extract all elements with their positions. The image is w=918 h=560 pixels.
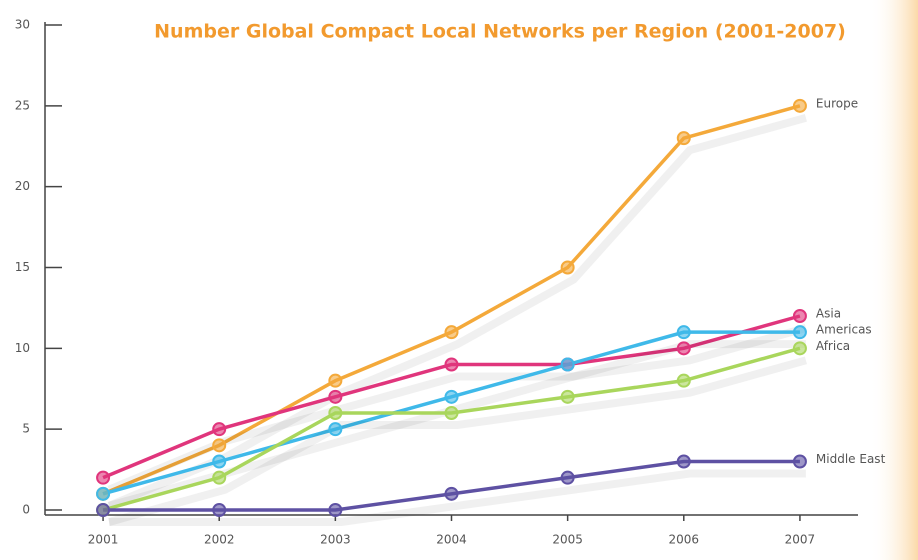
point — [792, 325, 807, 340]
point — [212, 503, 227, 517]
x-tick-label: 2001 — [88, 533, 119, 547]
point — [328, 406, 343, 420]
point — [676, 131, 691, 146]
series-label: Middle East — [816, 452, 886, 466]
point — [444, 325, 459, 340]
x-tick-label: 2004 — [436, 533, 467, 547]
y-tick-label: 25 — [15, 98, 30, 112]
point — [444, 486, 459, 501]
point — [96, 486, 111, 501]
point — [676, 325, 691, 340]
x-tick-label: 2006 — [669, 533, 700, 547]
point — [792, 98, 807, 113]
series-line — [102, 346, 801, 512]
point — [212, 470, 227, 485]
y-tick-label: 10 — [15, 341, 30, 355]
point — [792, 309, 807, 323]
point — [560, 260, 575, 275]
point — [96, 503, 111, 517]
point — [212, 438, 227, 453]
point — [444, 357, 459, 372]
point — [444, 406, 459, 420]
series-label: Asia — [816, 307, 841, 321]
x-tick-label: 2002 — [204, 533, 235, 547]
point — [328, 503, 343, 517]
x-tick-label: 2003 — [320, 533, 351, 547]
point — [328, 422, 343, 437]
point — [328, 389, 343, 404]
point — [328, 373, 343, 388]
point — [212, 454, 227, 469]
point — [560, 357, 575, 372]
point — [560, 470, 575, 485]
series-label: Americas — [816, 323, 872, 337]
x-tick-label: 2005 — [552, 533, 583, 547]
y-tick-label: 20 — [15, 179, 30, 193]
point — [676, 341, 691, 356]
point — [96, 470, 111, 485]
series-shadow — [107, 324, 808, 494]
series-label: Europe — [816, 96, 858, 110]
point — [676, 373, 691, 388]
series-shadow — [107, 113, 808, 510]
point — [212, 422, 227, 437]
point — [560, 389, 575, 404]
series-shadow — [109, 469, 806, 526]
y-tick-label: 15 — [15, 260, 30, 274]
x-tick-label: 2007 — [785, 533, 816, 547]
point — [676, 454, 691, 469]
point — [792, 341, 807, 356]
point — [444, 389, 459, 404]
point — [792, 454, 807, 469]
y-tick-label: 30 — [15, 18, 30, 32]
series-shadow — [107, 356, 808, 526]
y-tick-label: 0 — [22, 503, 30, 517]
chart-title: Number Global Compact Local Networks per… — [154, 21, 846, 43]
y-tick-label: 5 — [22, 422, 30, 436]
series-label: Africa — [816, 339, 850, 353]
background-glow — [870, 0, 918, 560]
